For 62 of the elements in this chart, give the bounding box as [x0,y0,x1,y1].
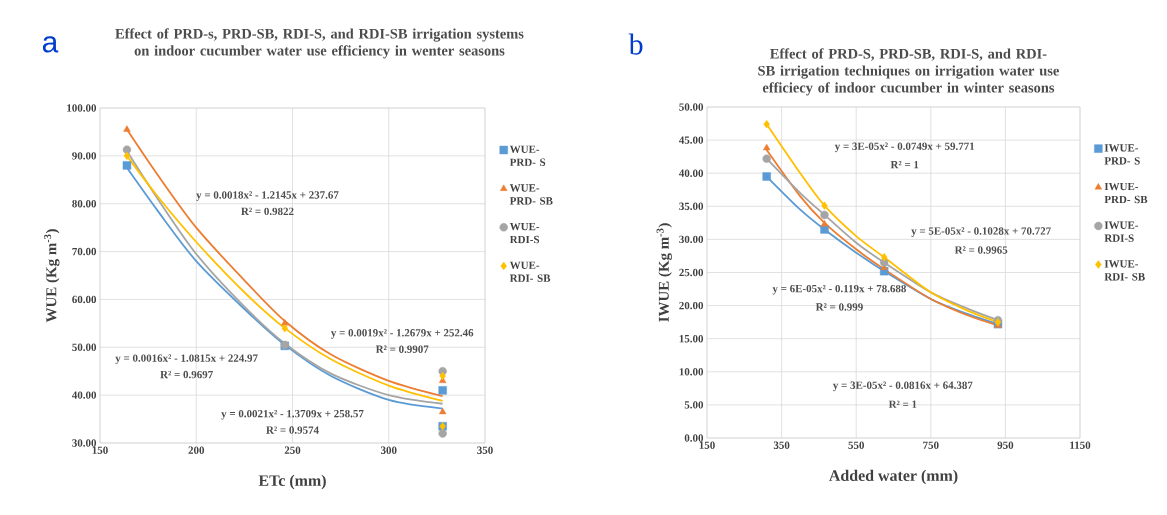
x-tick-label: 950 [997,441,1014,449]
text: b [628,33,643,55]
y-tick-label: 50.00 [72,343,97,352]
annotation: R² = 0.999 [815,303,863,311]
y-tick-label: 25.00 [679,268,704,277]
x-tick-label: 150 [92,446,108,454]
legend-label: WUE-PRD- SB [509,184,553,205]
y-tick-label: 10.00 [679,368,704,376]
y-tick-label: 70.00 [72,247,97,256]
x-tick-label: 1150 [1070,441,1091,449]
y-tick-label: 30.00 [72,439,97,447]
legend-label: WUE-RDI-S [509,223,540,244]
annotation: R² = 1 [890,160,919,169]
y-tick-label: 5.00 [684,401,704,409]
y-tick-label: 40.00 [678,169,704,177]
legend-label: IWUE-PRD- S [1104,144,1140,165]
chart-title: Effect of PRD-S, PRD-SB, RDI-S, and RDI-SB irrigation techniques on irrigation water use efficiecy of indoor cucumber in winter seasons [758,48,1059,96]
legend-label: IWUE-RDI-S [1104,221,1139,242]
y-tick-label: 15.00 [679,334,704,343]
legend-label: IWUE-RDI- SB [1104,260,1145,281]
y-tick-label: 80.00 [72,200,97,208]
y-tick-label: 50.00 [679,103,704,111]
x-tick-label: 750 [923,441,939,449]
annotation: R² = 0.9574 [266,426,319,434]
text: a [42,36,59,53]
y-tick-label: 40.00 [71,391,97,399]
x-tick-label: 550 [848,441,865,449]
annotation: y = 3E-05x² - 0.0749x + 59.771 [834,142,975,153]
y-tick-label: 100.00 [67,104,97,112]
legend-label: IWUE-PRD- SB [1104,182,1148,204]
annotation: y = 0.0016x² - 1.0815x + 224.97 [115,354,258,365]
annotation: R² = 0.9907 [375,345,429,353]
annotation: R² = 0.9697 [160,370,213,379]
x-tick-label: 300 [380,446,397,454]
x-tick-label: 350 [773,441,790,449]
legend-label: WUE-PRD- S [509,145,546,166]
annotation: y = 0.0021x² - 1.3709x + 258.57 [221,409,364,420]
annotation: R² = 0.9822 [241,207,294,216]
chart-title: Effect of PRD-s, PRD-SB, RDI-S, and RDI-SB irrigation systems on indoor cucumber water use efficiency in wenter seasons [115,28,524,59]
y-tick-label: 90.00 [72,152,97,160]
annotation: y = 0.0019x² - 1.2679x + 252.46 [330,329,474,339]
y-tick-label: 45.00 [678,136,704,144]
y-axis-title: IWUE (Kg m$^{-3}$) [656,223,672,322]
x-axis-title: Added water (mm) [829,469,958,485]
annotation: R² = 0.9965 [954,246,1008,254]
y-tick-label: 20.00 [679,301,704,310]
y-tick-label: 35.00 [679,202,704,211]
annotation: y = 0.0018x² - 1.2145x + 237.67 [196,191,339,201]
annotation: y = 6E-05x² - 0.119x + 78.688 [772,284,906,295]
annotation: y = 3E-05x² - 0.0816x + 64.387 [832,381,973,392]
x-tick-label: 200 [188,446,205,454]
x-tick-label: 350 [477,446,493,454]
annotation: y = 5E-05x² - 0.1028x + 70.727 [911,227,1051,237]
y-tick-label: 60.00 [72,295,97,304]
x-tick-label: 250 [284,446,301,454]
y-axis-title: WUE (Kg m$^{-3}$) [44,229,60,323]
x-axis-title: ETc (mm) [258,474,326,490]
x-tick-label: 150 [699,441,715,449]
y-tick-label: 0.00 [684,434,704,442]
legend-label: WUE-RDI- SB [509,261,551,282]
y-tick-label: 30.00 [679,235,704,244]
annotation: R² = 1 [888,400,917,408]
